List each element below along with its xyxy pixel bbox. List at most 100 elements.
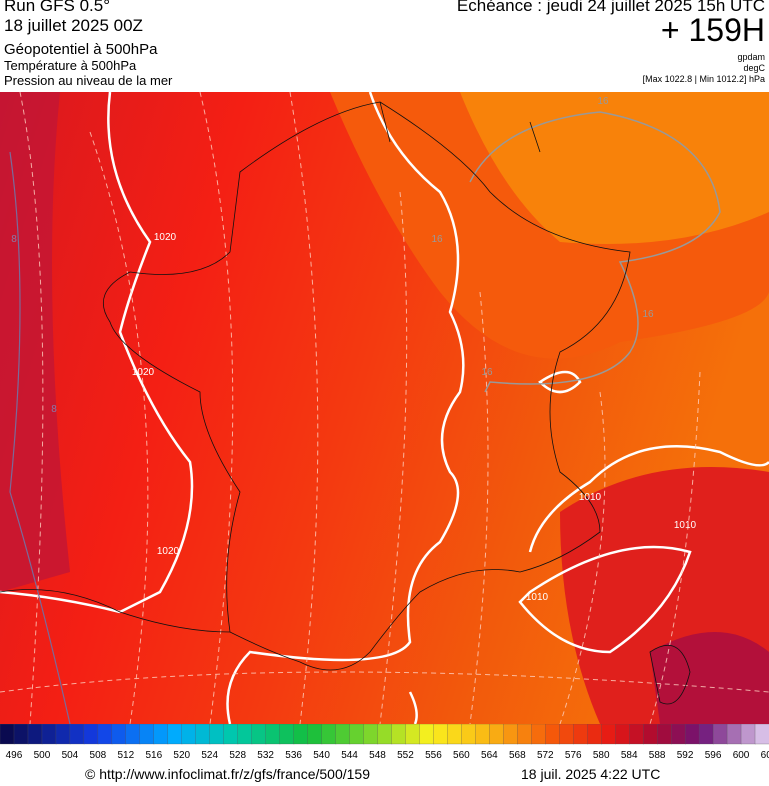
run-date: 18 juillet 2025 00Z: [4, 16, 143, 35]
scale-label: 536: [285, 750, 302, 761]
scale-swatch: [433, 724, 449, 745]
scale-swatch: [153, 724, 169, 745]
scale-label: 504: [62, 750, 79, 761]
scale-label: 588: [649, 750, 666, 761]
scale-swatch: [531, 724, 546, 745]
scale-label: 528: [229, 750, 246, 761]
forecast-hours: + 159H: [660, 12, 765, 48]
scale-swatch: [740, 724, 756, 745]
scale-label: 540: [313, 750, 330, 761]
scale-swatch: [139, 724, 155, 745]
timestamp: 18 juil. 2025 4:22 UTC: [521, 766, 661, 782]
scale-label: 516: [145, 750, 162, 761]
contour-label: 1010: [579, 492, 602, 503]
contour-label: 1010: [526, 592, 549, 603]
scale-label: 544: [341, 750, 358, 761]
contour-label: 1020: [132, 367, 155, 378]
unit-label: degC: [743, 63, 765, 73]
contour-label: 1010: [674, 520, 697, 531]
scale-swatch: [587, 724, 602, 745]
scale-label: 556: [425, 750, 442, 761]
scale-label: 572: [537, 750, 554, 761]
scale-label: 496: [6, 750, 23, 761]
scale-label: 560: [453, 750, 470, 761]
scale-swatch: [545, 724, 560, 745]
scale-swatch: [321, 724, 337, 745]
scale-swatch: [475, 724, 491, 745]
source-url: © http://www.infoclimat.fr/z/gfs/france/…: [85, 766, 370, 782]
contour-label: 16: [597, 96, 609, 107]
scale-label: 520: [173, 750, 190, 761]
contour-label: 8: [11, 234, 17, 245]
cold-area: [650, 632, 769, 724]
map: 1020 1020 1020 1010 1010 1010 16 16 16 16 8 8: [0, 92, 769, 724]
scale-swatch: [69, 724, 85, 745]
scale-swatch: [670, 724, 686, 745]
scale-swatch: [503, 724, 518, 745]
scale-swatch: [391, 724, 407, 745]
run-label: Run GFS 0.5°: [4, 0, 111, 15]
scale-swatch: [643, 724, 658, 745]
scale-swatch: [111, 724, 127, 745]
contour-label: 16: [431, 234, 443, 245]
warm-area: [460, 92, 769, 244]
scale-swatch: [461, 724, 477, 745]
contour-label: 1020: [154, 232, 177, 243]
isotherm: [469, 111, 721, 393]
scale-label: 512: [117, 750, 134, 761]
scale-swatch: [27, 724, 43, 745]
scale-swatch: [517, 724, 532, 745]
pressure-range: [Max 1022.8 | Min 1012.2] hPa: [642, 74, 765, 84]
scale-swatch: [0, 724, 15, 745]
color-scale: 496 500 504 508 512 516 520 524 528 532 536 540 544 5…: [0, 724, 769, 761]
scale-swatch: [167, 724, 183, 745]
scale-swatch: [419, 724, 435, 745]
scale-swatch: [726, 724, 742, 745]
scale-swatch: [754, 724, 769, 745]
scale-swatch: [83, 724, 99, 745]
isobars: [0, 92, 769, 724]
field-label: Pression au niveau de la mer: [4, 73, 173, 88]
scale-swatch: [601, 724, 616, 745]
isobar: [528, 445, 769, 553]
scale-label: 524: [201, 750, 218, 761]
scale-label: 592: [677, 750, 694, 761]
contour-label: 16: [481, 367, 493, 378]
scale-label: 532: [257, 750, 274, 761]
scale-swatch: [573, 724, 588, 745]
scale-swatch: [181, 724, 197, 745]
scale-label: 580: [593, 750, 610, 761]
scale-swatch: [335, 724, 351, 745]
scale-swatch: [656, 724, 672, 745]
scale-label: 508: [90, 750, 107, 761]
scale-label: 604: [761, 750, 769, 761]
scale-swatch: [559, 724, 574, 745]
isobar: [226, 92, 465, 724]
scale-swatch: [629, 724, 644, 745]
field-label: Géopotentiel à 500hPa: [4, 41, 158, 58]
isotherm: [9, 151, 71, 724]
isobar: [408, 691, 418, 724]
scale-swatch: [55, 724, 71, 745]
scale-swatch: [489, 724, 504, 745]
isobar: [107, 92, 194, 614]
scale-swatch: [684, 724, 700, 745]
scale-swatch: [223, 724, 239, 745]
contour-labels: 1020 1020 1020 1010 1010 1010 16 16 16 16 8 8: [11, 96, 696, 603]
scale-swatch: [265, 724, 281, 745]
scale-swatch: [293, 724, 309, 745]
scale-swatch: [363, 724, 379, 745]
scale-swatch: [97, 724, 113, 745]
contour-label: 1020: [157, 546, 180, 557]
scale-swatch: [377, 724, 393, 745]
scale-swatch: [307, 724, 323, 745]
scale-label: 500: [34, 750, 51, 761]
scale-label: 600: [733, 750, 750, 761]
forecast-time: Echéance : jeudi 24 juillet 2025 15h UTC: [456, 0, 765, 15]
isobar: [518, 545, 692, 654]
scale-swatch: [712, 724, 728, 745]
scale-swatch: [405, 724, 421, 745]
scale-swatch: [279, 724, 295, 745]
scale-swatch: [698, 724, 714, 745]
